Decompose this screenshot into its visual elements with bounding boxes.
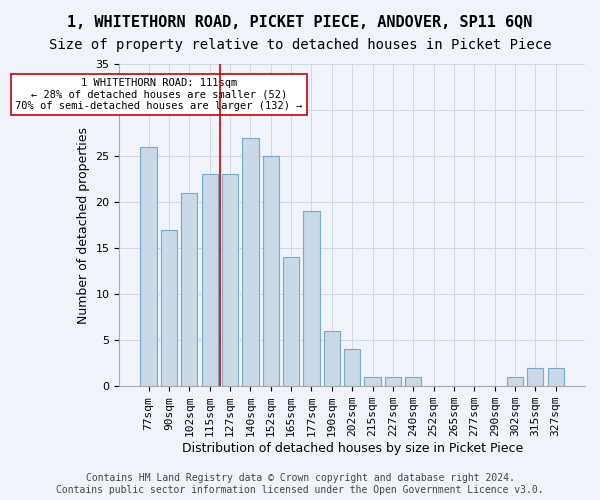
Bar bbox=[527, 368, 544, 386]
Bar bbox=[242, 138, 259, 386]
Text: 1 WHITETHORN ROAD: 111sqm
← 28% of detached houses are smaller (52)
70% of semi-: 1 WHITETHORN ROAD: 111sqm ← 28% of detac… bbox=[15, 78, 302, 111]
Text: Contains HM Land Registry data © Crown copyright and database right 2024.
Contai: Contains HM Land Registry data © Crown c… bbox=[56, 474, 544, 495]
Text: Size of property relative to detached houses in Picket Piece: Size of property relative to detached ho… bbox=[49, 38, 551, 52]
Text: 1, WHITETHORN ROAD, PICKET PIECE, ANDOVER, SP11 6QN: 1, WHITETHORN ROAD, PICKET PIECE, ANDOVE… bbox=[67, 15, 533, 30]
Bar bbox=[385, 377, 401, 386]
Bar bbox=[344, 350, 361, 386]
Bar bbox=[263, 156, 279, 386]
Bar bbox=[181, 193, 197, 386]
Bar bbox=[161, 230, 177, 386]
Bar bbox=[507, 377, 523, 386]
Bar bbox=[364, 377, 380, 386]
Bar bbox=[323, 331, 340, 386]
Bar bbox=[202, 174, 218, 386]
X-axis label: Distribution of detached houses by size in Picket Piece: Distribution of detached houses by size … bbox=[182, 442, 523, 455]
Bar bbox=[405, 377, 421, 386]
Bar bbox=[283, 258, 299, 386]
Bar bbox=[222, 174, 238, 386]
Y-axis label: Number of detached properties: Number of detached properties bbox=[77, 126, 90, 324]
Bar bbox=[548, 368, 564, 386]
Bar bbox=[304, 212, 320, 386]
Bar bbox=[140, 147, 157, 386]
